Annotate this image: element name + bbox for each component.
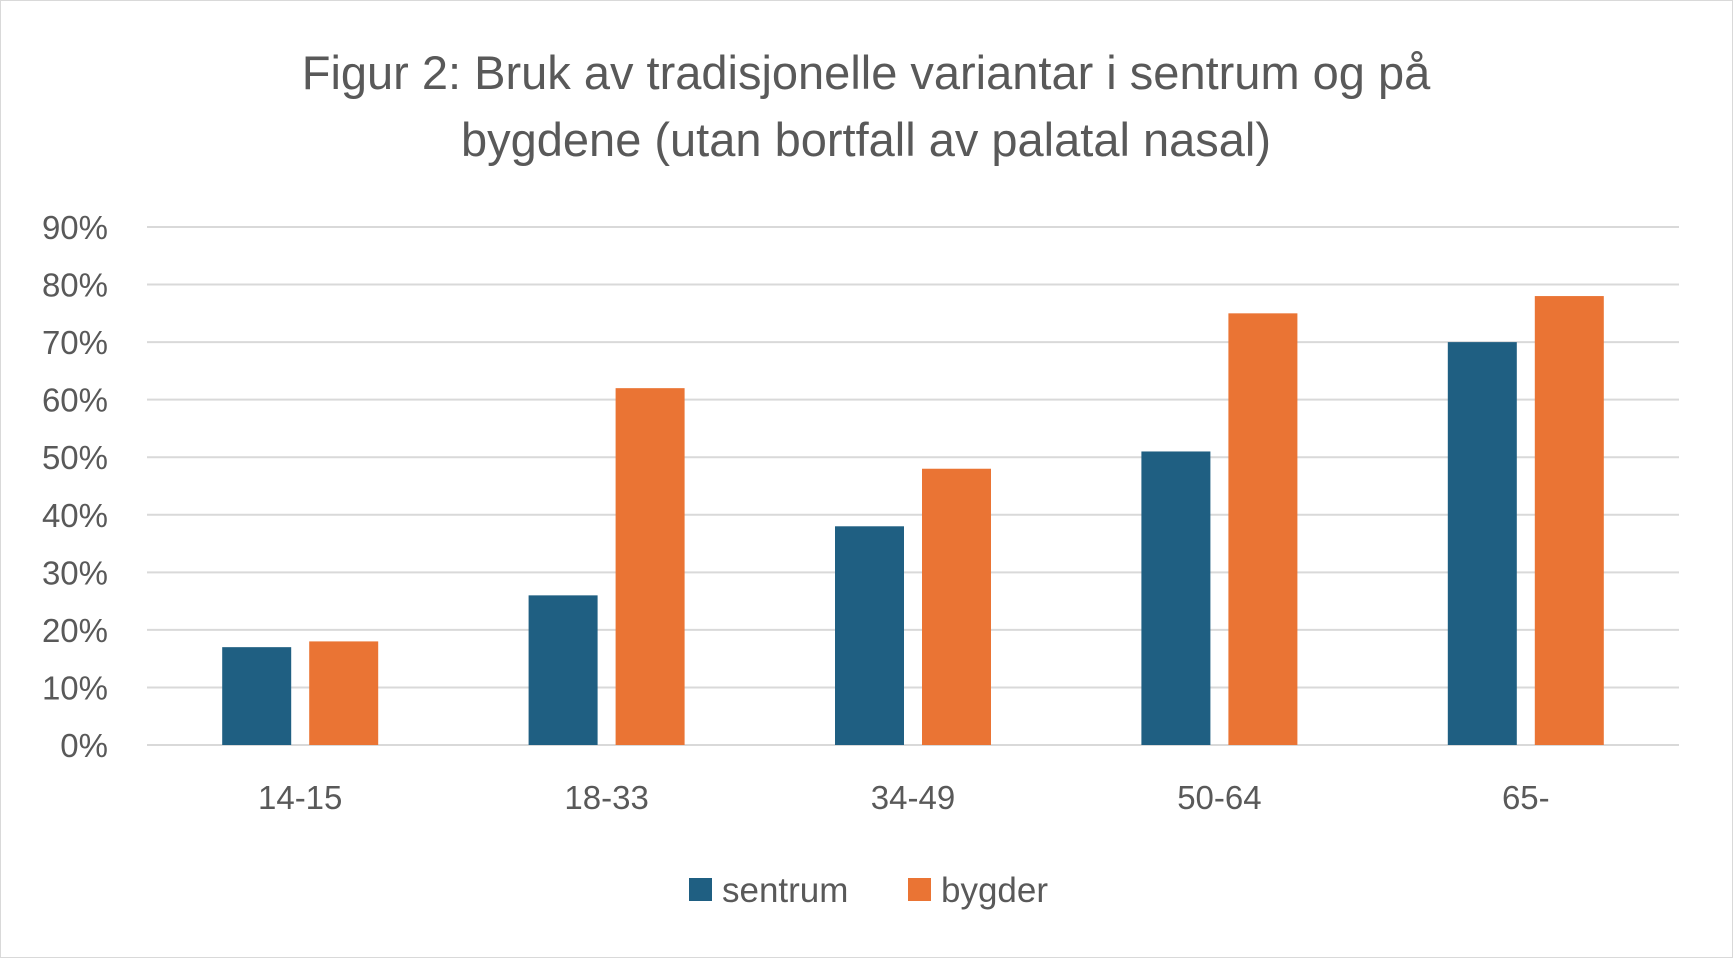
y-tick-label: 20%	[42, 612, 108, 649]
bar-sentrum-65-	[1447, 342, 1517, 745]
y-axis-tick-labels: 0% 10% 20% 30% 40% 50% 60% 70% 80% 90%	[42, 209, 108, 764]
y-tick-label: 10%	[42, 669, 108, 706]
legend-label-sentrum: sentrum	[722, 871, 848, 910]
y-tick-label: 90%	[42, 209, 108, 246]
chart-title-line-1: Figur 2: Bruk av tradisjonelle variantar…	[302, 46, 1431, 99]
chart-title-line-2: bygdene (utan bortfall av palatal nasal)	[461, 113, 1271, 166]
y-tick-label: 0%	[60, 727, 108, 764]
legend-label-bygder: bygder	[941, 871, 1048, 910]
bar-sentrum-18-33	[528, 595, 598, 745]
y-tick-label: 40%	[42, 497, 108, 534]
bar-bygder-14-15	[309, 641, 379, 745]
gridlines	[147, 226, 1679, 746]
bar-bygder-18-33	[615, 388, 685, 745]
bar-bygder-65-	[1534, 296, 1604, 745]
bar-bygder-34-49	[922, 468, 991, 745]
x-tick-label: 50-64	[1177, 779, 1261, 816]
x-tick-label: 14-15	[258, 779, 342, 816]
bars	[222, 296, 1604, 745]
legend-swatch-sentrum	[689, 878, 712, 901]
x-tick-label: 34-49	[871, 779, 955, 816]
x-axis-tick-labels: 14-15 18-33 34-49 50-64 65-	[258, 779, 1550, 816]
x-tick-label: 18-33	[564, 779, 648, 816]
y-tick-label: 80%	[42, 267, 108, 304]
y-tick-label: 30%	[42, 554, 108, 591]
bar-sentrum-14-15	[222, 647, 292, 745]
y-tick-label: 50%	[42, 439, 108, 476]
legend-swatch-bygder	[908, 878, 931, 901]
bar-sentrum-34-49	[835, 526, 904, 745]
y-tick-label: 70%	[42, 324, 108, 361]
y-tick-label: 60%	[42, 382, 108, 419]
bar-sentrum-50-64	[1141, 451, 1211, 745]
x-tick-label: 65-	[1502, 779, 1550, 816]
bar-bygder-50-64	[1228, 313, 1298, 745]
chart-title: Figur 2: Bruk av tradisjonelle variantar…	[302, 46, 1431, 166]
legend: sentrum bygder	[689, 871, 1048, 910]
